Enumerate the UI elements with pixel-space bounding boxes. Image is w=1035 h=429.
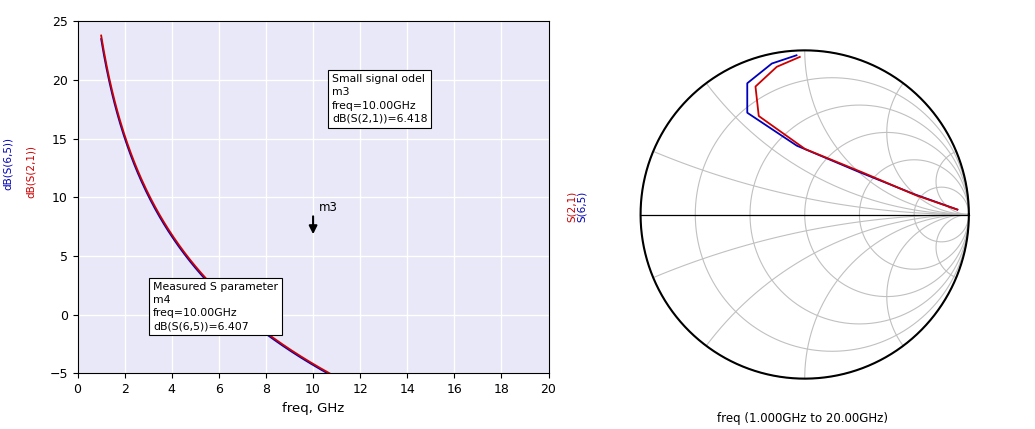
X-axis label: freq, GHz: freq, GHz	[282, 402, 345, 414]
Text: Small signal odel
m3
freq=10.00GHz
dB(S(2,1))=6.418: Small signal odel m3 freq=10.00GHz dB(S(…	[332, 74, 427, 124]
Text: dB(S(6,5)): dB(S(6,5))	[3, 136, 13, 190]
Text: m3: m3	[319, 201, 337, 214]
Text: freq (1.000GHz to 20.00GHz): freq (1.000GHz to 20.00GHz)	[716, 412, 888, 425]
Text: dB(S(2,1)): dB(S(2,1))	[26, 145, 36, 198]
Text: S(2,1): S(2,1)	[567, 190, 578, 221]
Text: Measured S parameter
m4
freq=10.00GHz
dB(S(6,5))=6.407: Measured S parameter m4 freq=10.00GHz dB…	[153, 282, 278, 331]
Text: S(6,5): S(6,5)	[576, 190, 587, 221]
